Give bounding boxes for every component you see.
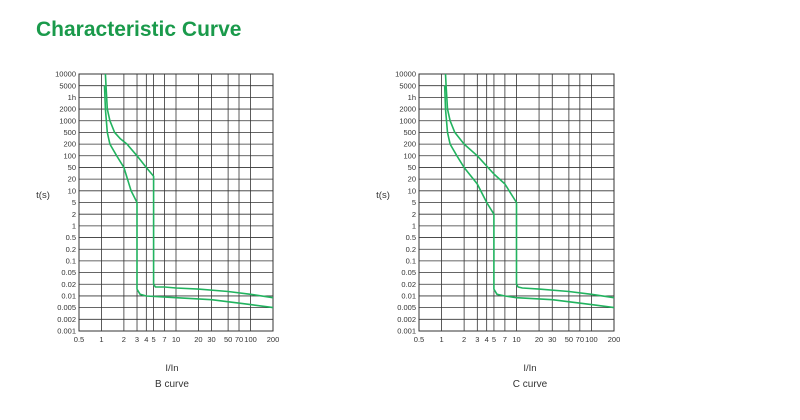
x-tick-label: 200 (267, 335, 280, 344)
y-axis-label: t(s) (36, 190, 50, 201)
y-tick-label: 0.5 (66, 233, 76, 242)
y-tick-label: 0.1 (66, 257, 76, 266)
y-tick-label: 10 (68, 186, 76, 195)
x-tick-label: 10 (512, 335, 520, 344)
x-tick-label: 4 (144, 335, 148, 344)
y-tick-label: 5 (72, 198, 76, 207)
y-tick-label: 5 (412, 198, 416, 207)
x-tick-label: 70 (235, 335, 243, 344)
y-tick-label: 0.05 (401, 268, 416, 277)
y-tick-label: 5000 (399, 81, 416, 90)
x-tick-label: 1 (439, 335, 443, 344)
y-tick-label: 200 (63, 140, 76, 149)
y-tick-label: 50 (408, 163, 416, 172)
curve-line-upper (104, 73, 274, 299)
x-tick-label: 3 (135, 335, 139, 344)
y-tick-label: 2 (412, 210, 416, 219)
y-tick-label: 2000 (399, 105, 416, 114)
y-tick-label: 0.01 (401, 292, 416, 301)
x-tick-label: 200 (608, 335, 621, 344)
x-tick-label: 70 (576, 335, 584, 344)
y-tick-label: 0.02 (401, 280, 416, 289)
plot-frame (418, 73, 615, 332)
x-tick-label: 2 (122, 335, 126, 344)
y-tick-label: 0.01 (61, 292, 76, 301)
y-tick-label: 100 (63, 151, 76, 160)
curve-line-lower (103, 85, 274, 309)
x-tick-label: 30 (207, 335, 215, 344)
y-tick-label: 500 (403, 128, 416, 137)
x-tick-label: 7 (162, 335, 166, 344)
y-tick-label: 50 (68, 163, 76, 172)
y-tick-label: 1 (72, 221, 76, 230)
y-tick-label: 0.002 (57, 315, 76, 324)
x-tick-label: 4 (485, 335, 489, 344)
y-tick-label: 5000 (59, 81, 76, 90)
y-tick-label: 10 (408, 186, 416, 195)
chart-caption: C curve (513, 379, 548, 390)
y-tick-label: 0.002 (397, 315, 416, 324)
x-tick-label: 2 (462, 335, 466, 344)
y-tick-label: 500 (63, 128, 76, 137)
y-tick-label: 20 (408, 175, 416, 184)
y-tick-label: 200 (403, 140, 416, 149)
y-tick-label: 0.1 (406, 257, 416, 266)
chart-caption: B curve (155, 379, 189, 390)
x-tick-label: 5 (492, 335, 496, 344)
x-tick-label: 30 (548, 335, 556, 344)
y-tick-label: 20 (68, 175, 76, 184)
x-tick-label: 5 (151, 335, 155, 344)
y-tick-label: 0.001 (397, 327, 416, 336)
x-tick-label: 0.5 (414, 335, 424, 344)
page-title: Characteristic Curve (36, 18, 242, 41)
y-tick-label: 1h (68, 93, 76, 102)
x-tick-label: 3 (475, 335, 479, 344)
curve-line-lower (443, 85, 615, 309)
y-tick-label: 0.5 (406, 233, 416, 242)
y-tick-label: 0.005 (57, 303, 76, 312)
y-axis-label: t(s) (376, 190, 390, 201)
curve-line-upper (444, 73, 615, 299)
y-tick-label: 1 (412, 221, 416, 230)
y-tick-label: 2 (72, 210, 76, 219)
y-tick-label: 2000 (59, 105, 76, 114)
x-axis-label: I/In (165, 363, 178, 374)
y-tick-label: 1000 (399, 116, 416, 125)
y-tick-label: 10000 (395, 70, 416, 79)
y-tick-label: 1h (408, 93, 416, 102)
y-tick-label: 0.02 (61, 280, 76, 289)
y-tick-label: 0.001 (57, 327, 76, 336)
x-tick-label: 7 (503, 335, 507, 344)
x-tick-label: 20 (194, 335, 202, 344)
y-tick-label: 1000 (59, 116, 76, 125)
plot-frame (78, 73, 274, 332)
y-tick-label: 0.005 (397, 303, 416, 312)
x-tick-label: 10 (172, 335, 180, 344)
x-tick-label: 20 (535, 335, 543, 344)
x-tick-label: 50 (224, 335, 232, 344)
x-axis-label: I/In (523, 363, 536, 374)
y-tick-label: 0.05 (61, 268, 76, 277)
y-tick-label: 0.2 (66, 245, 76, 254)
x-tick-label: 1 (99, 335, 103, 344)
x-tick-label: 50 (565, 335, 573, 344)
b-curve-chart: 10000 5000 1h 2000 1000 500 200 100 50 20 10 5 2 1 0.5… (36, 70, 279, 390)
x-tick-label: 0.5 (74, 335, 84, 344)
y-tick-label: 100 (403, 151, 416, 160)
x-tick-label: 100 (244, 335, 257, 344)
y-tick-label: 0.2 (406, 245, 416, 254)
y-tick-label: 10000 (55, 70, 76, 79)
x-tick-label: 100 (585, 335, 598, 344)
c-curve-chart: 10000 5000 1h 2000 1000 500 200 100 50 20 10 5 2 1 0.5… (376, 70, 620, 390)
